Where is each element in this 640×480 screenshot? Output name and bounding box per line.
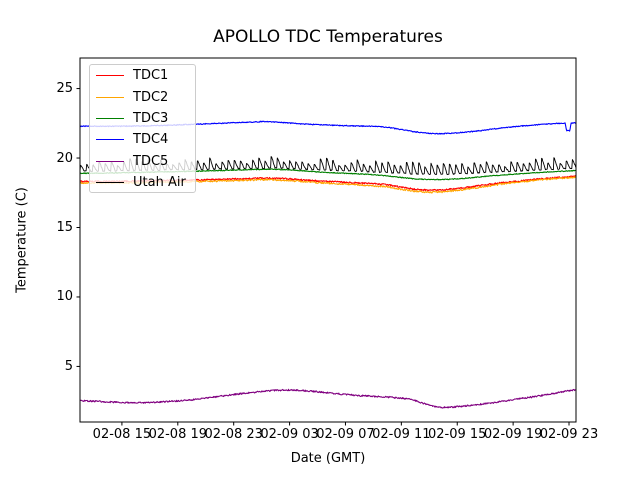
y-tick-label: 10 [56,289,73,305]
x-tick-label: 02-08 15 [92,427,152,442]
legend-item-label: TDC5 [133,153,169,169]
x-tick-label: 02-09 03 [260,427,319,442]
legend-line-sample [96,139,124,141]
legend-item-label: TDC4 [133,132,169,148]
chart-title: APOLLO TDC Temperatures [213,27,443,47]
x-tick-label: 02-08 23 [204,427,263,442]
plot-border [79,57,577,423]
legend-item-label: TDC3 [133,110,169,126]
x-tick-label: 02-09 07 [316,427,375,442]
legend-line-sample [96,182,124,184]
legend-box: TDC1 TDC2 TDC3 TDC4 TDC5 Utah Air [89,64,196,193]
legend-item-tdc5: TDC5 [90,151,195,172]
x-axis-label: Date (GMT) [290,451,366,466]
x-tick-label: 02-09 15 [428,427,487,442]
legend-line-sample [96,160,124,162]
tick-marks [76,88,570,426]
legend-line-sample [96,117,124,119]
y-axis-label: Temperature (C) [14,187,30,293]
legend-item-label: TDC2 [133,89,169,105]
x-tick-label: 02-08 19 [148,427,208,442]
y-tick-label: 25 [56,81,73,97]
legend-item-utah-air: Utah Air [90,172,195,193]
y-tick-label: 20 [56,150,73,166]
legend-item-tdc4: TDC4 [90,129,195,150]
series-line-tdc5 [80,388,576,409]
legend-item-tdc2: TDC2 [90,86,195,107]
y-tick-label: 15 [56,219,73,235]
legend-line-sample [96,75,124,77]
x-tick-label: 02-09 19 [483,427,543,442]
legend-item-tdc1: TDC1 [90,65,195,86]
x-tick-label: 02-09 23 [539,427,599,442]
y-tick-label: 5 [64,358,73,374]
legend-item-tdc3: TDC3 [90,108,195,129]
legend-line-sample [96,96,124,98]
legend-item-label: Utah Air [133,175,186,191]
legend-item-label: TDC1 [133,68,169,84]
x-tick-label: 02-09 11 [372,427,431,442]
